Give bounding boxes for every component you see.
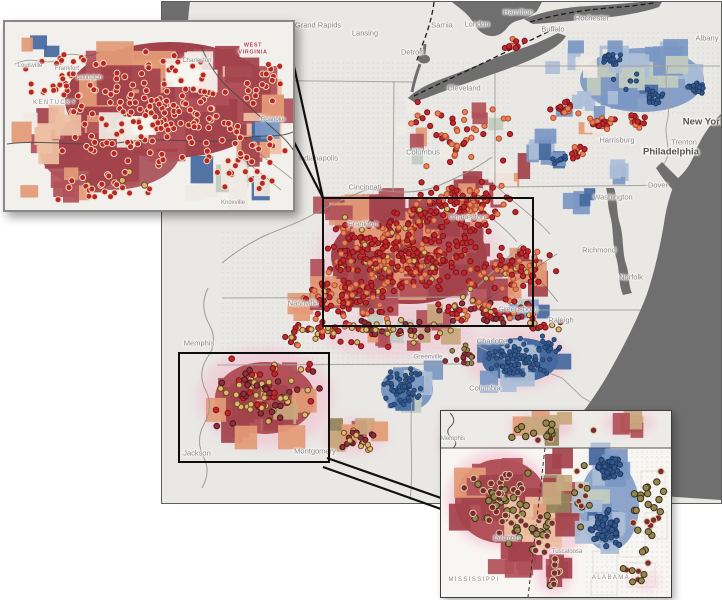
extent-box-mississippi	[178, 352, 330, 463]
inset-appalachia-canvas	[5, 22, 293, 210]
main-map: Grand Rapids Lansing Detroit Sarnia London Ha…	[161, 1, 722, 504]
inset-mississippi-canvas	[441, 411, 671, 597]
extent-box-appalachia	[322, 197, 534, 327]
ridge-lines	[239, 149, 293, 191]
connecting-rivers	[410, 43, 427, 93]
facility-dot-layer	[460, 419, 668, 590]
inset-appalachia-zoom: Louisville Frankfort Lexington KENTUCKY Char…	[3, 20, 295, 212]
inset-mississippi-zoom: Memphis Columbus Tuscaloosa MISSISSIPPI ALAB…	[440, 410, 672, 598]
rivers	[199, 156, 493, 489]
facility-dot-layer	[22, 48, 289, 204]
border-and-river-lines	[441, 412, 671, 597]
main-map-canvas	[162, 2, 721, 503]
